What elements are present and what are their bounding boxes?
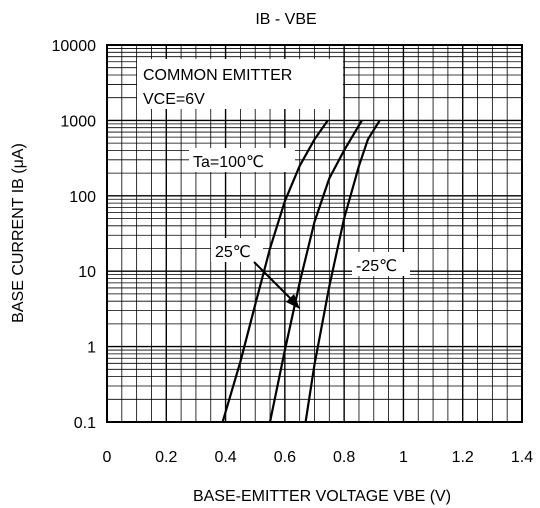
curves <box>221 119 381 423</box>
y-tick-label: 1000 <box>60 113 96 130</box>
x-tick-label: 0.6 <box>274 449 296 466</box>
x-tick-label: 0.2 <box>155 449 177 466</box>
x-tick-label: 1.2 <box>452 449 474 466</box>
condition-line2: VCE=6V <box>143 91 205 108</box>
x-tick-label: 1.4 <box>511 449 533 466</box>
series-line-3 <box>304 119 381 423</box>
x-tick-label: 0.4 <box>214 449 236 466</box>
condition-line1: COMMON EMITTER <box>143 67 292 84</box>
plot-border <box>106 44 523 423</box>
y-tick-label: 0.1 <box>74 415 96 432</box>
chart-title: IB - VBE <box>255 11 316 28</box>
label-25-arrow-line <box>253 261 293 301</box>
plot-frame <box>106 44 523 423</box>
curve-label-100c: Ta=100℃ <box>193 154 264 171</box>
curve-label-25c: 25℃ <box>215 244 251 261</box>
label-m25-bg <box>352 252 410 276</box>
y-tick-label: 10000 <box>52 38 97 55</box>
x-tick-label: 1 <box>399 449 408 466</box>
x-tick-label: 0.8 <box>333 449 355 466</box>
series-line-1 <box>221 119 329 423</box>
x-axis-label: BASE-EMITTER VOLTAGE VBE (V) <box>193 488 451 505</box>
y-axis-label: BASE CURRENT IB (μA) <box>10 143 27 323</box>
label-25-arrowhead <box>286 294 300 309</box>
x-tick-label: 0 <box>103 449 112 466</box>
tick-labels: 0 0.2 0.4 0.6 0.8 1 1.2 1.4 0.1 1 10 100 1000 10000 <box>52 38 534 466</box>
y-tick-label: 1 <box>87 340 96 357</box>
curve-label-minus25c: -25℃ <box>356 258 397 275</box>
label-100-bg <box>189 148 295 172</box>
label-25-bg <box>211 238 263 262</box>
y-tick-label: 100 <box>69 189 96 206</box>
condition-box <box>137 59 343 109</box>
y-tick-label: 10 <box>78 264 96 281</box>
series-line-2 <box>268 119 363 423</box>
